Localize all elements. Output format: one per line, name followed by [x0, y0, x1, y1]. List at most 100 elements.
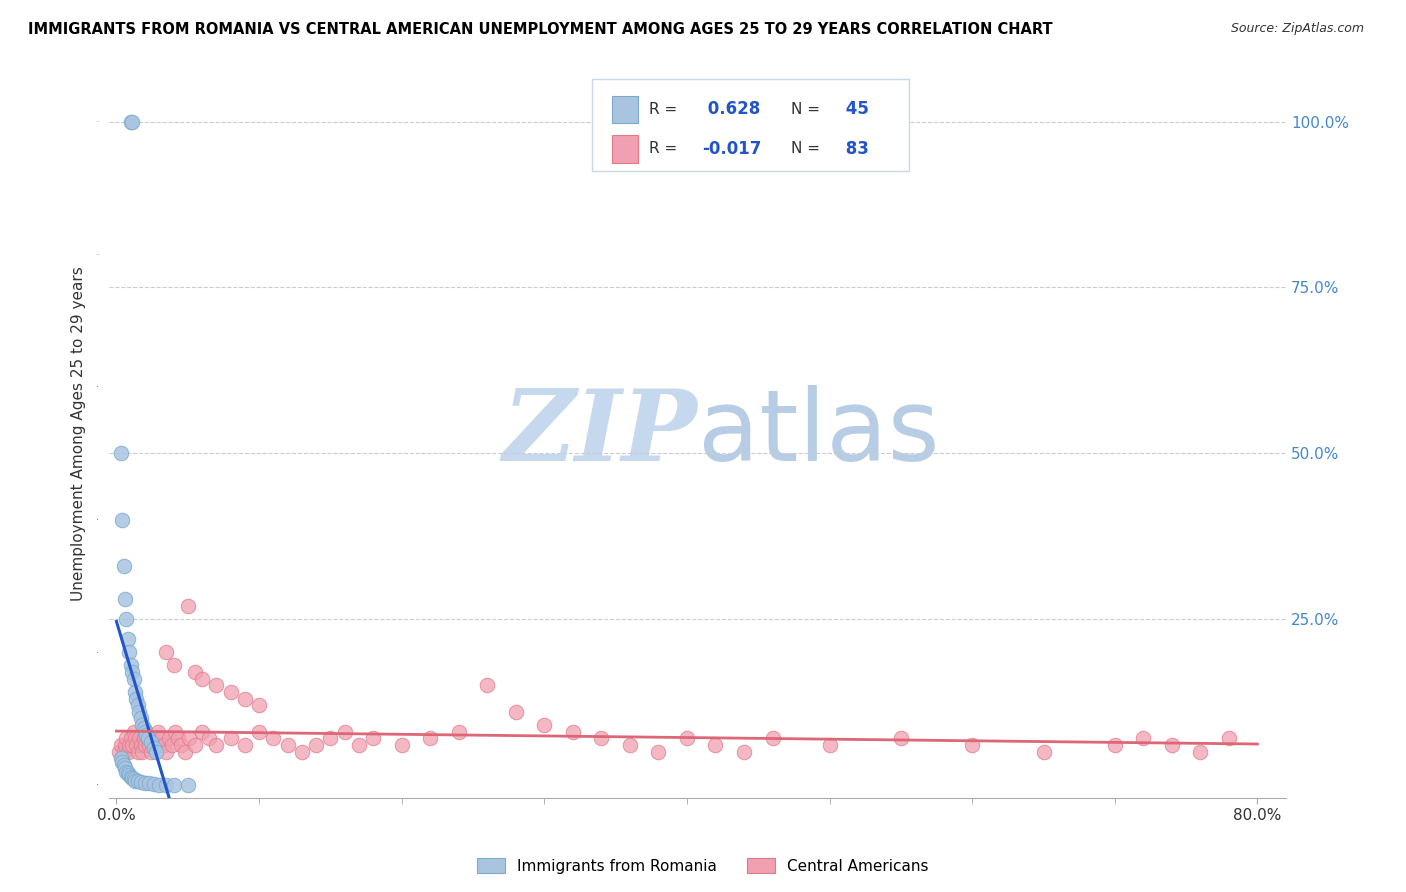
- Point: [155, 745, 177, 759]
- Point: [125, 691, 148, 706]
- Text: Source: ZipAtlas.com: Source: ZipAtlas.com: [1230, 22, 1364, 36]
- Point: [135, 728, 157, 742]
- Point: [169, 738, 191, 752]
- Point: [129, 738, 152, 752]
- Point: [141, 731, 163, 746]
- Point: [198, 731, 221, 746]
- Y-axis label: Unemployment Among Ages 25 to 29 years: Unemployment Among Ages 25 to 29 years: [72, 266, 86, 600]
- Point: [134, 776, 156, 790]
- Point: [110, 738, 132, 752]
- Text: ZIP: ZIP: [502, 385, 697, 482]
- Point: [139, 734, 162, 748]
- Point: [118, 768, 141, 782]
- Point: [121, 771, 143, 785]
- Point: [191, 724, 214, 739]
- Text: 83: 83: [839, 140, 869, 158]
- Point: [124, 685, 146, 699]
- Point: [132, 722, 155, 736]
- Point: [177, 599, 200, 613]
- Point: [166, 731, 188, 746]
- Point: [162, 658, 184, 673]
- Point: [262, 731, 284, 746]
- Point: [120, 731, 142, 746]
- Point: [818, 738, 841, 752]
- Point: [184, 665, 207, 679]
- Point: [132, 731, 155, 746]
- Point: [704, 738, 727, 752]
- Point: [219, 685, 242, 699]
- Point: [136, 731, 159, 746]
- Text: IMMIGRANTS FROM ROMANIA VS CENTRAL AMERICAN UNEMPLOYMENT AMONG AGES 25 TO 29 YEA: IMMIGRANTS FROM ROMANIA VS CENTRAL AMERI…: [28, 22, 1053, 37]
- Point: [129, 775, 152, 789]
- Point: [131, 718, 153, 732]
- Point: [124, 731, 146, 746]
- Text: N =: N =: [790, 102, 820, 117]
- Point: [108, 745, 131, 759]
- Point: [149, 731, 172, 746]
- Point: [136, 731, 159, 746]
- Point: [112, 745, 135, 759]
- Point: [134, 738, 156, 752]
- Point: [277, 738, 299, 752]
- Point: [112, 558, 135, 573]
- Point: [447, 724, 470, 739]
- Point: [477, 678, 499, 692]
- Point: [561, 724, 583, 739]
- Point: [114, 738, 136, 752]
- Point: [419, 731, 441, 746]
- Point: [155, 645, 177, 659]
- Point: [152, 738, 174, 752]
- Point: [138, 738, 160, 752]
- Text: 0.628: 0.628: [703, 101, 761, 119]
- Point: [647, 745, 669, 759]
- Point: [120, 114, 142, 128]
- Point: [128, 731, 150, 746]
- Point: [1160, 738, 1182, 752]
- Point: [118, 738, 141, 752]
- Point: [177, 778, 200, 792]
- Point: [619, 738, 641, 752]
- Point: [1104, 738, 1126, 752]
- Point: [125, 738, 148, 752]
- Point: [761, 731, 783, 746]
- FancyBboxPatch shape: [612, 135, 638, 162]
- Point: [111, 751, 134, 765]
- Point: [122, 672, 145, 686]
- Point: [118, 645, 141, 659]
- Point: [127, 745, 149, 759]
- Point: [174, 745, 197, 759]
- Point: [124, 773, 146, 788]
- Point: [533, 718, 555, 732]
- Point: [148, 778, 170, 792]
- Point: [142, 777, 165, 791]
- Point: [112, 758, 135, 772]
- Point: [733, 745, 755, 759]
- Point: [114, 761, 136, 775]
- Point: [127, 698, 149, 713]
- Point: [111, 512, 134, 526]
- Text: N =: N =: [790, 141, 820, 156]
- Point: [110, 751, 132, 765]
- Point: [591, 731, 613, 746]
- FancyBboxPatch shape: [592, 79, 910, 170]
- Point: [122, 772, 145, 787]
- Point: [319, 731, 342, 746]
- Point: [122, 724, 145, 739]
- Text: R =: R =: [650, 102, 678, 117]
- Point: [960, 738, 983, 752]
- Point: [361, 731, 384, 746]
- Point: [121, 114, 143, 128]
- Point: [138, 776, 160, 790]
- Point: [205, 738, 228, 752]
- Point: [146, 724, 169, 739]
- Point: [676, 731, 699, 746]
- Point: [205, 678, 228, 692]
- Point: [505, 705, 527, 719]
- Point: [191, 672, 214, 686]
- Point: [120, 770, 142, 784]
- Point: [129, 711, 152, 725]
- Point: [157, 731, 180, 746]
- Point: [391, 738, 413, 752]
- Point: [127, 774, 149, 789]
- Point: [139, 745, 162, 759]
